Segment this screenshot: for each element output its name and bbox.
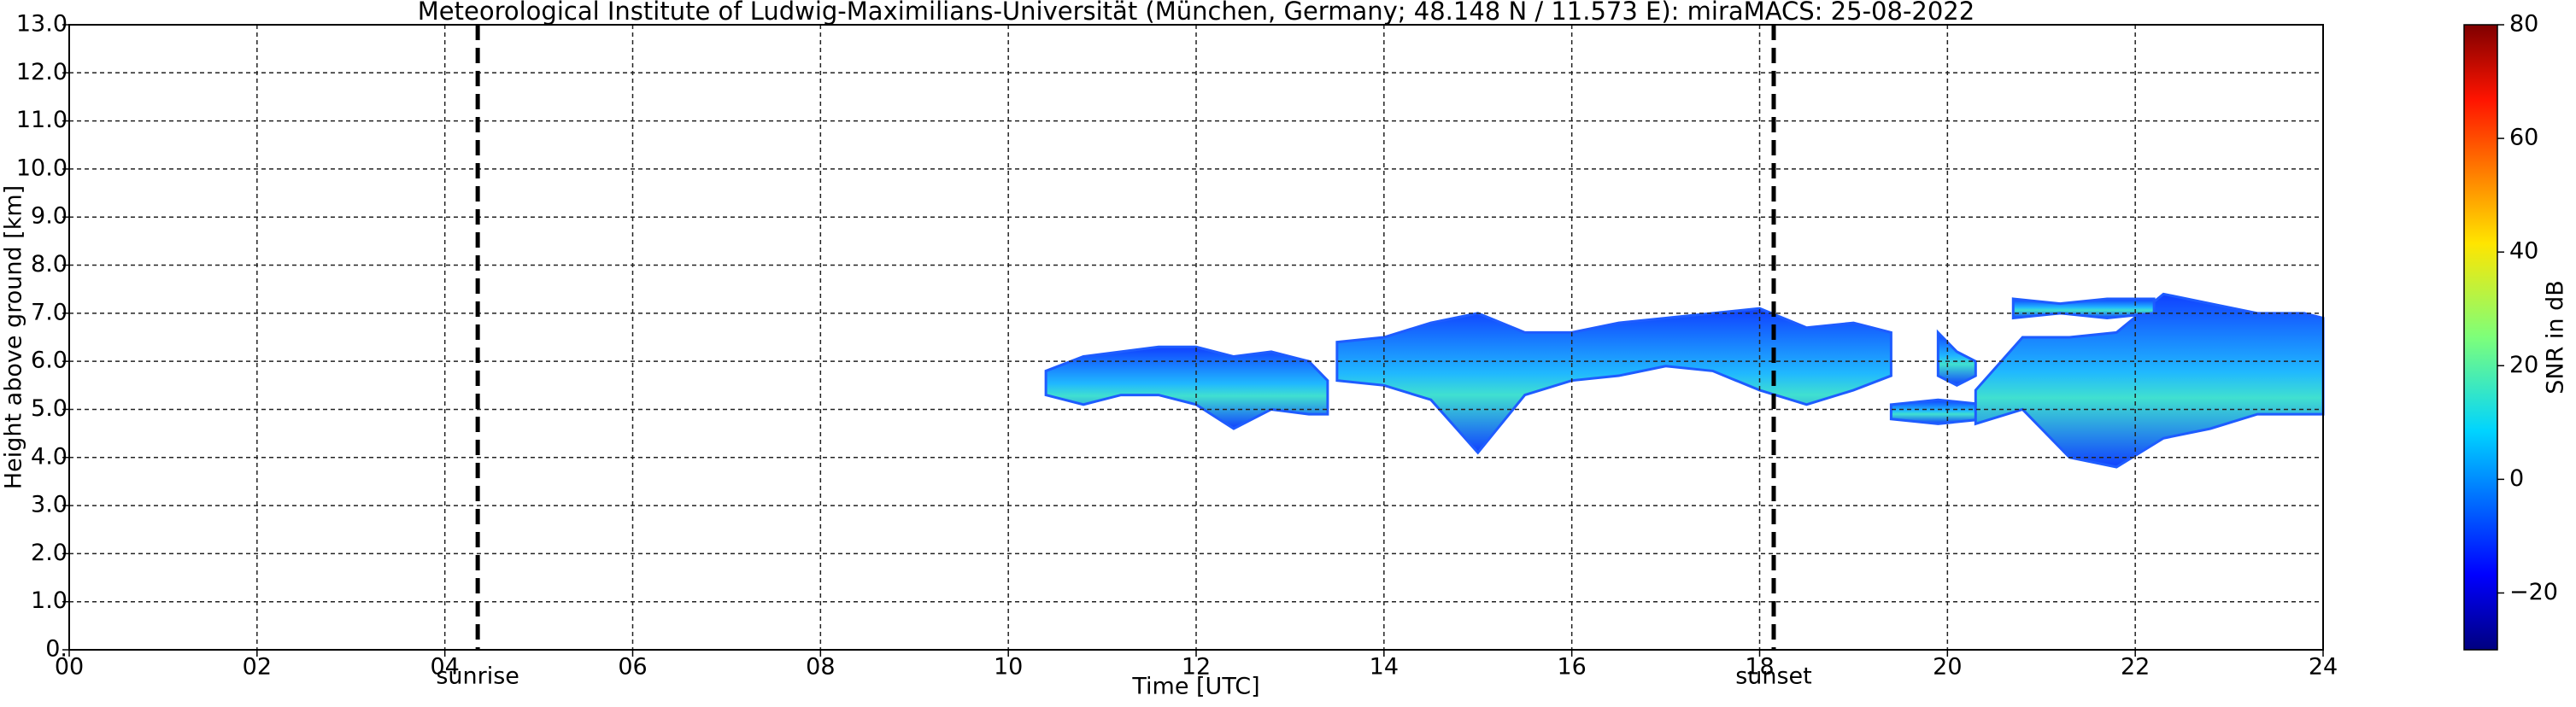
x-tick-label: 02 bbox=[243, 654, 272, 681]
y-tick-label: 12.0 bbox=[16, 59, 67, 85]
y-tick-label: 11.0 bbox=[16, 107, 67, 133]
x-tick-label: 24 bbox=[2309, 654, 2338, 681]
chart-title: Meteorological Institute of Ludwig-Maxim… bbox=[418, 0, 1975, 26]
x-tick-label: 18 bbox=[1745, 654, 1774, 681]
y-tick-label: 10.0 bbox=[16, 155, 67, 181]
y-tick-label: 9.0 bbox=[31, 203, 67, 230]
y-axis-label: Height above ground [km] bbox=[1, 185, 27, 489]
y-tick-label: 1.0 bbox=[31, 587, 67, 614]
cloud-layer bbox=[1936, 329, 1977, 387]
x-tick-label: 22 bbox=[2121, 654, 2150, 681]
y-tick-label: 0. bbox=[45, 636, 67, 663]
x-tick-label: 04 bbox=[430, 654, 459, 681]
x-tick-label: 12 bbox=[1182, 654, 1211, 681]
y-tick-label: 8.0 bbox=[31, 251, 67, 278]
x-tick-label: 06 bbox=[618, 654, 647, 681]
x-tick-label: 08 bbox=[806, 654, 835, 681]
colorbar-tick-label: 20 bbox=[2509, 352, 2538, 378]
y-tick-label: 2.0 bbox=[31, 540, 67, 566]
colorbar-tick-label: 40 bbox=[2509, 238, 2538, 265]
x-axis-label: Time [UTC] bbox=[1131, 674, 1259, 700]
y-tick-label: 6.0 bbox=[31, 348, 67, 374]
x-tick-label: 10 bbox=[994, 654, 1023, 681]
event-label: sunset bbox=[1735, 663, 1812, 690]
y-tick-label: 7.0 bbox=[31, 299, 67, 325]
plot-frame bbox=[68, 24, 2324, 651]
event-label: sunrise bbox=[436, 663, 519, 690]
cloud-layer bbox=[1889, 398, 1986, 425]
x-tick-label: 14 bbox=[1370, 654, 1399, 681]
colorbar-tick-label: 80 bbox=[2509, 11, 2538, 38]
x-tick-label: 16 bbox=[1557, 654, 1586, 681]
colorbar bbox=[2464, 25, 2497, 650]
x-tick-label: 00 bbox=[55, 654, 84, 681]
x-tick-label: 20 bbox=[1933, 654, 1962, 681]
y-tick-label: 13.0 bbox=[16, 11, 67, 38]
colorbar-tick-label: −20 bbox=[2509, 579, 2558, 605]
cloud-layer bbox=[1044, 345, 1329, 430]
colorbar-frame bbox=[2463, 24, 2498, 651]
y-tick-label: 3.0 bbox=[31, 492, 67, 518]
colorbar-tick-label: 60 bbox=[2509, 125, 2538, 151]
cloud-layer bbox=[1974, 292, 2325, 469]
colorbar-label: SNR in dB bbox=[2543, 280, 2569, 394]
colorbar-tick-label: 0 bbox=[2509, 465, 2524, 492]
y-tick-label: 4.0 bbox=[31, 443, 67, 470]
cloud-layer bbox=[1335, 307, 1892, 455]
y-tick-label: 5.0 bbox=[31, 395, 67, 422]
cloud-layer bbox=[2011, 297, 2156, 320]
